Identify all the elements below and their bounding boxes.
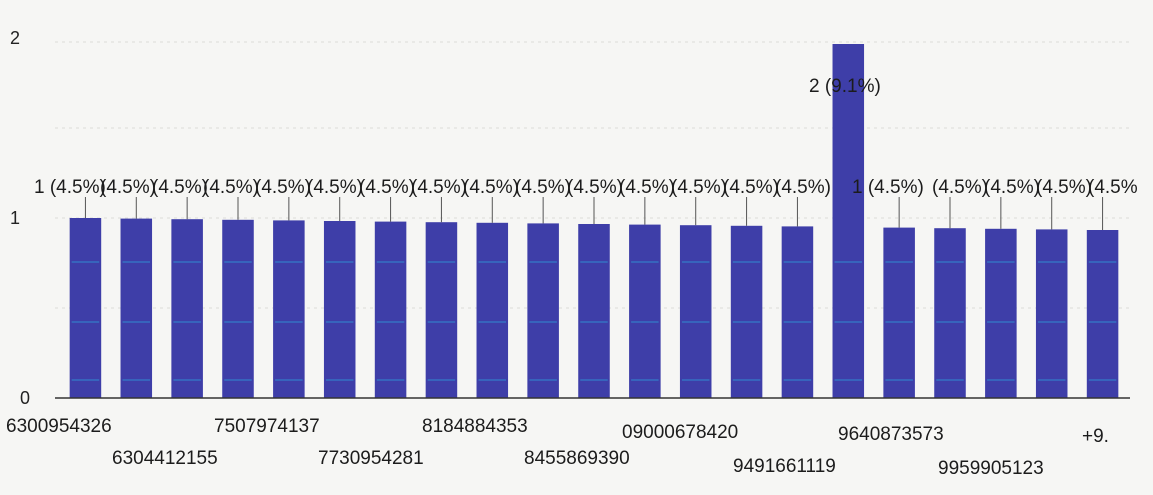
x-tick-label: 6304412155 (112, 448, 218, 469)
bars (69, 44, 1119, 398)
y-axis-ticks: 0 1 2 (10, 28, 30, 408)
data-label: (4.5% (1088, 177, 1138, 198)
bar (425, 222, 458, 398)
data-labels: 1 (4.5%)(4.5%)(4.5%)(4.5%)(4.5%)(4.5%)(4… (34, 76, 1138, 230)
data-label: (4.5%) (775, 177, 831, 198)
data-label: (4.5%) (359, 177, 415, 198)
data-label: 1 (4.5%) (852, 177, 924, 198)
bar (171, 219, 203, 398)
data-label: 1 (4.5%) (34, 177, 106, 198)
bar (273, 220, 305, 398)
x-tick-label: 9491661119 (733, 456, 836, 477)
data-label: (4.5%) (515, 177, 571, 198)
data-label: (4.5%) (255, 177, 311, 198)
bar (323, 221, 356, 398)
data-label: (4.5%) (984, 177, 1040, 198)
bar (120, 218, 153, 398)
bar (883, 227, 915, 398)
bar (781, 226, 814, 398)
x-tick-label: +9. (1082, 426, 1109, 447)
bar (679, 225, 712, 398)
data-label: (4.5%) (567, 177, 623, 198)
bar (1086, 230, 1119, 398)
bar (730, 225, 763, 398)
data-label: (4.5%) (932, 177, 988, 198)
data-label: 2 (9.1%) (809, 76, 881, 97)
x-tick-label: 09000678420 (622, 422, 738, 443)
y-tick-label: 0 (20, 388, 30, 408)
data-label: (4.5%) (307, 177, 363, 198)
bar (1035, 229, 1068, 398)
x-tick-label: 7507974137 (214, 416, 320, 437)
data-label: (4.5%) (1036, 177, 1092, 198)
x-tick-label: 8455869390 (524, 448, 630, 469)
data-label: (4.5%) (619, 177, 675, 198)
x-tick-label: 8184884353 (422, 416, 528, 437)
y-tick-label: 2 (10, 28, 20, 48)
bar (374, 221, 407, 398)
bar (985, 228, 1017, 398)
y-tick-label: 1 (10, 208, 20, 228)
bar (69, 218, 102, 398)
data-label: (4.5%) (671, 177, 727, 198)
x-tick-label: 9959905123 (938, 458, 1044, 479)
data-label: (4.5%) (411, 177, 467, 198)
bar (832, 44, 865, 398)
x-tick-label: 7730954281 (318, 448, 424, 469)
bar (629, 224, 661, 398)
data-label: (4.5%) (152, 177, 208, 198)
x-tick-label: 6300954326 (6, 416, 112, 437)
data-label: (4.5%) (203, 177, 259, 198)
bar (527, 223, 559, 398)
data-label: (4.5%) (463, 177, 519, 198)
bar (578, 224, 610, 398)
data-label: (4.5%) (723, 177, 779, 198)
x-tick-label: 9640873573 (838, 424, 944, 445)
data-label: (4.5%) (100, 177, 156, 198)
bar (222, 219, 254, 398)
bar (934, 228, 966, 398)
bar (476, 222, 509, 398)
